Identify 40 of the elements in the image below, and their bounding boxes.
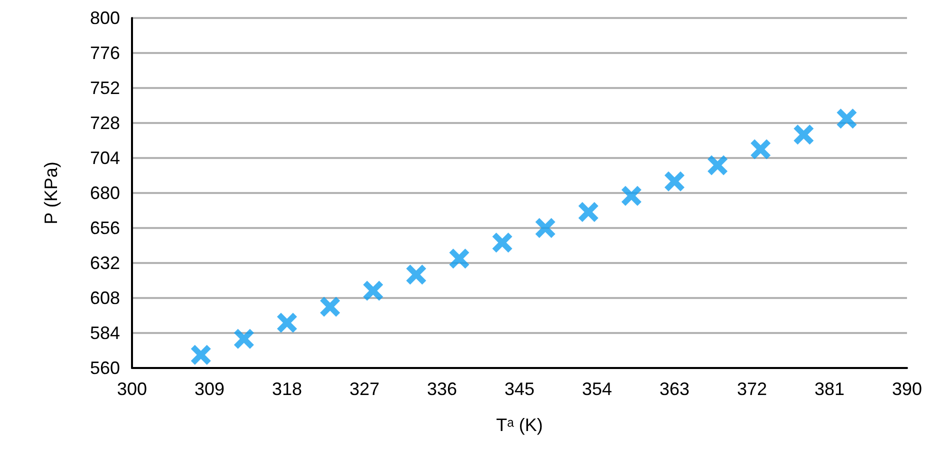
x-axis-title: Tᵃ (K) [496, 415, 543, 435]
y-tick-label: 704 [90, 148, 120, 168]
x-tick-label: 381 [814, 379, 845, 399]
y-tick-label: 776 [90, 43, 120, 63]
point [406, 264, 426, 285]
x-tick-label: 390 [892, 379, 922, 399]
point [794, 124, 814, 145]
x-tick-label: 327 [349, 379, 380, 399]
x-tick-label: 309 [194, 379, 225, 399]
point [664, 171, 684, 192]
point [363, 280, 384, 301]
x-tick-label: 318 [272, 379, 302, 399]
y-tick-label: 656 [90, 218, 120, 238]
point [234, 328, 254, 349]
point [277, 312, 297, 333]
x-tick-label: 336 [426, 379, 458, 399]
point [190, 344, 211, 365]
y-tick-label: 560 [90, 358, 120, 378]
x-tick-label: 354 [582, 379, 612, 399]
x-tick-label: 372 [736, 379, 768, 399]
y-axis-title: P (KPa) [41, 162, 61, 224]
y-tick-label: 632 [90, 253, 120, 273]
point [750, 139, 771, 160]
x-tick-label: 345 [504, 379, 535, 399]
y-tick-label: 728 [90, 113, 120, 133]
point [449, 248, 470, 269]
x-tick-label: 363 [659, 379, 690, 399]
point [492, 232, 512, 253]
y-tick-label: 608 [90, 288, 120, 308]
point [708, 155, 728, 176]
y-tick-label: 752 [90, 78, 120, 98]
point [578, 202, 598, 222]
y-tick-label: 584 [90, 323, 120, 343]
point [836, 108, 857, 129]
y-tick-label: 680 [90, 183, 120, 203]
point [535, 218, 556, 238]
x-tick-label: 300 [116, 379, 148, 399]
point [621, 186, 642, 206]
y-tick-label: 800 [90, 8, 120, 28]
point [320, 296, 340, 317]
